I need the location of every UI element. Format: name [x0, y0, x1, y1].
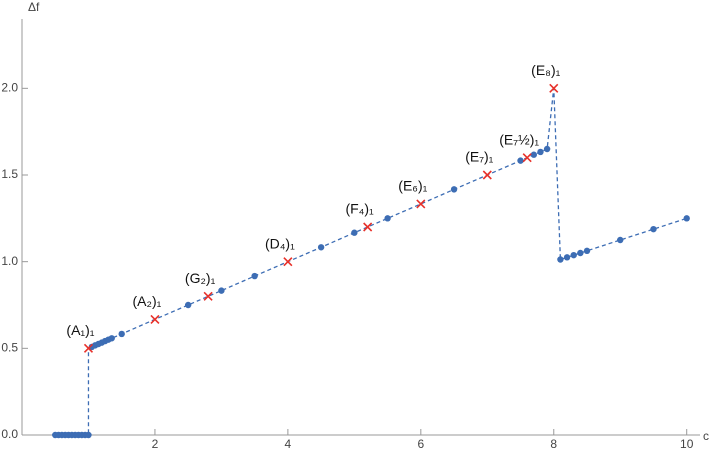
x-tick-label: 4	[285, 437, 292, 451]
cross-marker	[203, 291, 213, 301]
x-tick-label: 8	[550, 437, 557, 451]
point-label: (A₂)₁	[133, 293, 162, 309]
point	[683, 215, 690, 222]
cross-marker	[363, 222, 373, 232]
point	[543, 145, 551, 153]
point-label: (G₂)₁	[185, 270, 216, 286]
y-tick-label: 0.5	[1, 341, 18, 355]
x-tick-label: 6	[417, 437, 424, 451]
point	[184, 301, 192, 309]
point	[317, 244, 325, 251]
point	[617, 236, 624, 244]
x-axis-label: c	[703, 429, 709, 443]
y-axis-label: Δf	[28, 0, 40, 14]
point	[384, 215, 391, 222]
cross-marker	[416, 199, 426, 209]
cross-marker	[150, 314, 160, 324]
point	[108, 335, 115, 342]
point	[577, 249, 584, 257]
x-tick-label: 2	[152, 437, 159, 451]
point	[530, 151, 538, 158]
cross-marker	[283, 257, 293, 267]
point	[118, 330, 125, 338]
dashed-line	[55, 88, 687, 436]
point	[251, 272, 258, 280]
point-label: (E₇)₁	[465, 149, 493, 165]
cross-marker	[83, 343, 94, 353]
point	[563, 254, 571, 261]
point	[650, 225, 657, 233]
y-tick-label: 2.0	[1, 81, 18, 95]
point	[537, 148, 544, 156]
point-label: (E₆)₁	[398, 178, 427, 194]
point-label: (F₄)₁	[345, 201, 374, 217]
point	[570, 251, 577, 259]
cross-marker	[482, 170, 492, 180]
point	[218, 287, 225, 294]
point-label: (E₇½)₁	[499, 131, 539, 147]
cross-marker	[522, 153, 532, 163]
point-label: (A₁)₁	[66, 322, 94, 338]
point-label: (E₈)₁	[531, 62, 560, 78]
point	[517, 157, 524, 164]
y-tick-label: 1.5	[1, 167, 18, 181]
x-tick-label: 10	[680, 437, 694, 451]
y-tick-label: 0.0	[1, 427, 18, 441]
y-tick-label: 1.0	[1, 254, 18, 268]
point-label: (D₄)₁	[265, 235, 295, 251]
point	[557, 256, 564, 263]
point	[351, 229, 358, 236]
point	[450, 186, 458, 193]
point	[85, 431, 92, 439]
point	[583, 247, 591, 255]
cross-marker	[549, 83, 559, 93]
